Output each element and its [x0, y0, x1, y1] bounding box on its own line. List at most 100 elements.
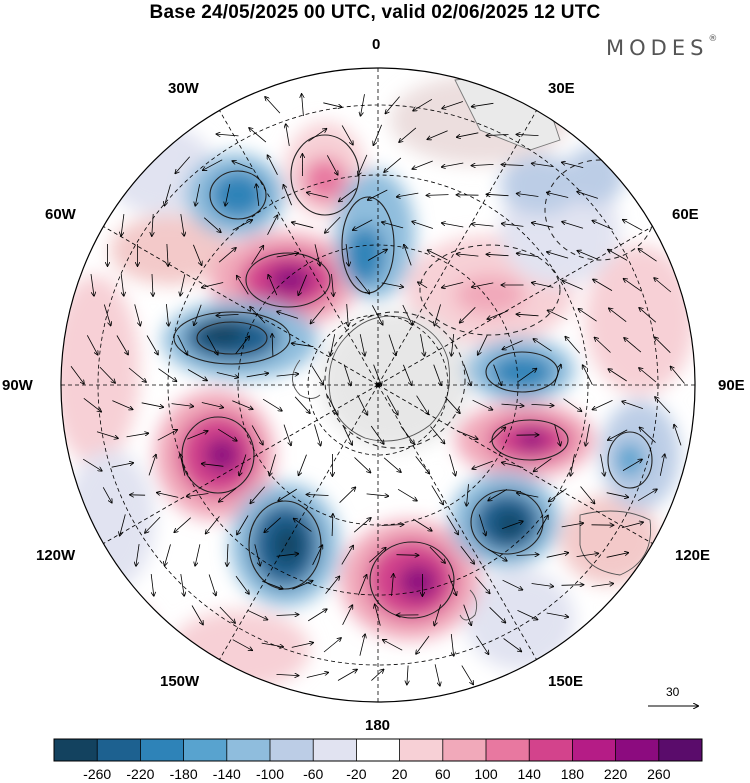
- wind-vector: [353, 219, 373, 230]
- wind-vector: [235, 575, 249, 594]
- wind-vector: [373, 124, 382, 145]
- wind-vector: [262, 398, 282, 411]
- wind-vector: [449, 454, 456, 475]
- wind-vector: [593, 400, 613, 409]
- wind-vector: [306, 673, 328, 678]
- wind-vector: [622, 459, 642, 471]
- wind-vector: [99, 366, 115, 383]
- wind-vector: [420, 334, 425, 356]
- wind-vector: [246, 373, 269, 378]
- wind-vector: [623, 220, 643, 231]
- wind-vector: [517, 134, 539, 135]
- wind-vector: [267, 215, 278, 235]
- wind-vector: [624, 279, 642, 292]
- wind-vector: [608, 429, 628, 440]
- wind-vector: [203, 159, 223, 170]
- wind-vector: [292, 581, 312, 590]
- wind-vector: [561, 585, 584, 586]
- wind-vector: [431, 485, 443, 505]
- wind-vector: [83, 397, 101, 411]
- wind-vector: [366, 494, 389, 496]
- wind-vector: [487, 254, 509, 255]
- wind-vector: [262, 580, 283, 589]
- wind-vector: [472, 102, 494, 106]
- wind-vector: [343, 364, 351, 386]
- wind-vector: [96, 431, 118, 439]
- wind-vector: [534, 458, 552, 472]
- wind-vector: [261, 642, 284, 647]
- wind-vector: [533, 339, 552, 352]
- wind-vector: [547, 252, 569, 259]
- colorbar-tick-label: -140: [212, 766, 241, 782]
- wind-vector: [286, 124, 290, 146]
- wind-vector: [637, 489, 657, 502]
- colorbar-bin: [356, 739, 401, 761]
- wind-vector: [442, 162, 464, 167]
- wind-vector: [640, 427, 656, 443]
- colorbar-tick-label: -260: [83, 766, 112, 782]
- wind-vector: [359, 634, 365, 656]
- colorbar-tick-label: -180: [169, 766, 198, 782]
- wind-vector: [674, 425, 682, 446]
- wind-vector: [116, 335, 128, 355]
- wind-vector: [208, 574, 216, 596]
- wind-vector: [549, 488, 567, 502]
- wind-vector: [150, 574, 154, 596]
- wind-vector: [404, 245, 412, 266]
- wind-vector: [639, 368, 657, 383]
- wind-vector: [442, 282, 464, 287]
- wind-vector: [358, 154, 368, 175]
- wind-vector: [415, 456, 430, 473]
- wind-vector: [341, 546, 353, 565]
- wind-vector: [276, 374, 299, 376]
- wind-vector: [457, 430, 477, 439]
- wind-vector: [546, 553, 569, 558]
- wind-vector: [269, 454, 276, 475]
- wind-vector: [384, 157, 402, 172]
- wind-vector: [86, 335, 97, 354]
- wind-vector: [407, 665, 408, 685]
- colorbar-bin: [442, 739, 487, 761]
- wind-vector: [247, 609, 268, 619]
- wind-vector: [536, 516, 548, 535]
- wind-vector: [413, 98, 433, 110]
- lon-label-0: 0: [372, 36, 381, 53]
- wind-vector: [180, 274, 186, 295]
- wind-vector: [472, 460, 493, 469]
- colorbar-tick-label: 180: [560, 766, 585, 782]
- colorbar-bin: [313, 739, 357, 761]
- wind-vector: [428, 250, 448, 261]
- wind-vector: [302, 94, 304, 117]
- wind-vector: [517, 314, 539, 316]
- contour-lines: [173, 134, 653, 619]
- wind-vector: [341, 125, 353, 144]
- wind-vector: [249, 128, 267, 143]
- wind-vector: [659, 454, 664, 476]
- wind-vector: [174, 517, 191, 533]
- anomaly-field: [61, 68, 695, 702]
- wind-vector: [120, 514, 126, 535]
- wind-vector: [342, 424, 352, 445]
- wind-vector: [278, 488, 298, 501]
- wind-vector: [396, 555, 419, 556]
- wind-vector: [412, 518, 432, 531]
- wind-vector: [272, 334, 273, 357]
- wind-vector: [609, 308, 627, 323]
- wind-vector: [388, 334, 396, 356]
- wind-vector: [128, 367, 146, 382]
- wind-vector: [175, 156, 191, 174]
- wind-vector: [134, 304, 141, 325]
- wind-vector: [592, 221, 613, 230]
- wind-vector: [442, 101, 464, 109]
- wind-vector: [339, 487, 356, 503]
- wind-vector: [195, 184, 201, 206]
- wind-vector: [397, 488, 417, 500]
- wind-vector: [399, 127, 417, 142]
- wind-vector: [126, 433, 149, 438]
- wind-vector: [371, 669, 383, 681]
- wind-vector: [323, 102, 341, 107]
- wind-vector: [553, 365, 561, 386]
- wind-vector: [565, 337, 581, 354]
- wind-vector: [606, 492, 629, 498]
- wind-vector: [219, 487, 237, 502]
